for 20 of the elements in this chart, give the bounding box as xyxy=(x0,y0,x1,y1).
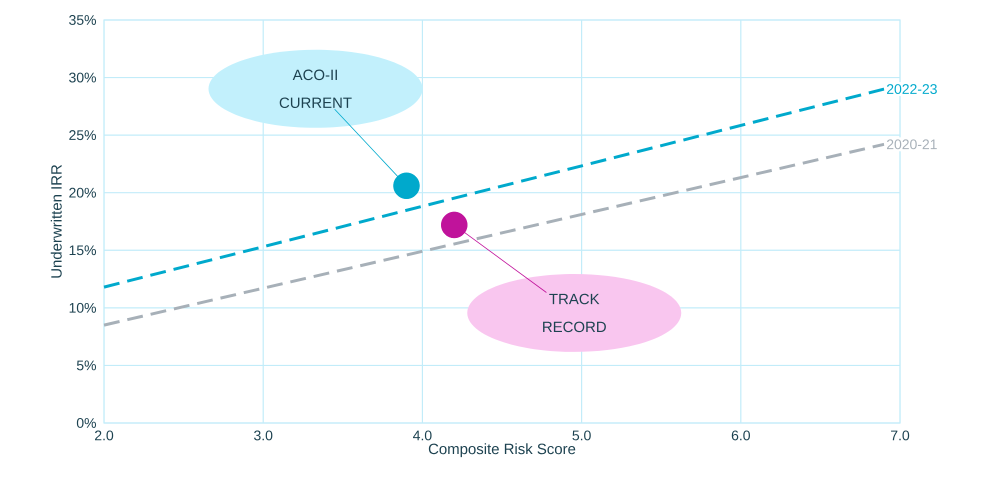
x-tick-label: 7.0 xyxy=(891,430,910,440)
x-tick-label: 2.0 xyxy=(95,430,114,440)
annotation: TRACK RECORD xyxy=(543,294,606,332)
series-label: 2022-23 xyxy=(886,84,937,94)
y-tick-label: 20% xyxy=(69,188,96,198)
y-tick-label: 5% xyxy=(76,360,96,370)
x-axis-title: Composite Risk Score xyxy=(428,443,576,458)
x-tick-label: 6.0 xyxy=(732,430,750,440)
x-tick-label: 3.0 xyxy=(254,430,272,440)
y-tick-label: 15% xyxy=(70,245,96,256)
y-tick-label: 25% xyxy=(69,130,96,140)
y-tick-label: 10% xyxy=(70,302,96,313)
y-tick-label: 30% xyxy=(69,72,96,82)
annotation: ACO-II CURRENT xyxy=(280,70,352,108)
y-tick-label: 35% xyxy=(69,15,96,25)
y-axis-title: Underwritten IRR xyxy=(50,164,62,278)
x-tick-label: 4.0 xyxy=(413,430,432,440)
y-tick-label: 0% xyxy=(76,418,96,428)
series-label: 2020-21 xyxy=(886,139,937,150)
x-tick-label: 5.0 xyxy=(572,430,591,440)
